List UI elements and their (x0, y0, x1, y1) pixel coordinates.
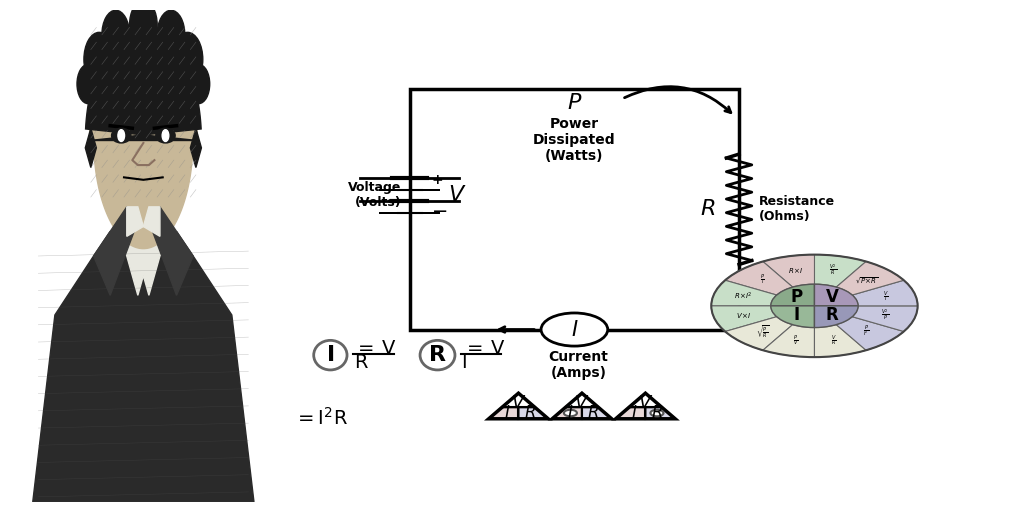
Text: R: R (826, 306, 839, 324)
Text: $\frac{P}{I^2}$: $\frac{P}{I^2}$ (863, 324, 869, 339)
Circle shape (187, 65, 210, 103)
Ellipse shape (313, 340, 347, 370)
Text: Current
(Amps): Current (Amps) (549, 350, 608, 380)
Text: $=\,\mathrm{V}$: $=\,\mathrm{V}$ (463, 338, 505, 357)
Circle shape (102, 10, 130, 59)
Wedge shape (837, 262, 904, 295)
Ellipse shape (156, 128, 175, 143)
Polygon shape (190, 128, 202, 167)
Polygon shape (629, 393, 662, 407)
Text: $\mathrm{R}$: $\mathrm{R}$ (354, 353, 369, 372)
Wedge shape (725, 262, 793, 295)
Circle shape (172, 32, 203, 87)
Text: V: V (826, 288, 839, 306)
Text: $\frac{P}{V}$: $\frac{P}{V}$ (793, 334, 799, 348)
Text: Power
Dissipated
(Watts): Power Dissipated (Watts) (534, 117, 615, 163)
Wedge shape (763, 325, 814, 357)
Text: $R\!\times\!I$: $R\!\times\!I$ (787, 266, 803, 275)
Text: $V\!\times\!I$: $V\!\times\!I$ (736, 311, 751, 320)
Wedge shape (725, 317, 793, 350)
Circle shape (129, 1, 158, 50)
Text: $P$: $P$ (566, 93, 582, 113)
Polygon shape (148, 207, 194, 295)
Text: $R$: $R$ (651, 404, 663, 422)
Polygon shape (552, 407, 582, 419)
Text: $I$: $I$ (631, 404, 637, 422)
Text: $\frac{V}{R}$: $\frac{V}{R}$ (830, 334, 837, 348)
Text: $\mathrm{I}$: $\mathrm{I}$ (462, 353, 467, 372)
Text: $R\!\times\!I^2$: $R\!\times\!I^2$ (734, 291, 753, 302)
Text: $\frac{P}{I}$: $\frac{P}{I}$ (760, 273, 765, 287)
Text: $\frac{V^2}{P}$: $\frac{V^2}{P}$ (882, 308, 890, 323)
Text: $V$: $V$ (447, 185, 466, 205)
Circle shape (650, 410, 664, 416)
Wedge shape (852, 280, 918, 306)
Text: P: P (791, 288, 803, 306)
Text: −: − (432, 202, 449, 221)
Polygon shape (85, 128, 96, 167)
Wedge shape (712, 280, 776, 306)
Polygon shape (121, 217, 166, 295)
Text: +: + (432, 173, 443, 187)
Text: $\sqrt{\frac{P}{R}}$: $\sqrt{\frac{P}{R}}$ (756, 323, 769, 340)
Text: $R$: $R$ (588, 404, 599, 422)
Polygon shape (565, 393, 598, 407)
Polygon shape (86, 25, 201, 140)
Wedge shape (814, 325, 866, 357)
Polygon shape (124, 207, 163, 237)
Wedge shape (814, 254, 866, 287)
Polygon shape (89, 32, 198, 249)
Polygon shape (143, 207, 160, 237)
Ellipse shape (420, 340, 455, 370)
Bar (410, 89, 739, 330)
Text: $\mathbf{I}$: $\mathbf{I}$ (327, 345, 335, 365)
Polygon shape (93, 207, 138, 295)
Wedge shape (763, 254, 814, 287)
Wedge shape (771, 284, 814, 306)
Text: $=\,\mathrm{I}\!\times\!\mathrm{R}$: $=\,\mathrm{I}\!\times\!\mathrm{R}$ (218, 346, 283, 365)
Wedge shape (852, 306, 918, 331)
Polygon shape (582, 407, 611, 419)
Circle shape (162, 130, 169, 141)
Text: $\mathbf{R}$: $\mathbf{R}$ (428, 345, 446, 365)
Text: $V$: $V$ (511, 394, 526, 412)
Text: Voltage
(Volts): Voltage (Volts) (348, 181, 401, 209)
Circle shape (84, 32, 115, 87)
Polygon shape (615, 407, 645, 419)
Polygon shape (127, 207, 143, 237)
Wedge shape (771, 306, 814, 328)
Ellipse shape (167, 340, 208, 370)
Polygon shape (518, 407, 548, 419)
Polygon shape (645, 407, 675, 419)
Circle shape (77, 65, 99, 103)
Polygon shape (33, 231, 254, 502)
Text: $I$: $I$ (570, 319, 579, 339)
Ellipse shape (112, 128, 131, 143)
Wedge shape (814, 306, 858, 328)
Text: $\sqrt{P\!\times\!R}$: $\sqrt{P\!\times\!R}$ (855, 275, 879, 285)
Circle shape (118, 130, 125, 141)
Text: $\frac{V^2}{R}$: $\frac{V^2}{R}$ (829, 263, 838, 278)
Text: Resistance
(Ohms): Resistance (Ohms) (759, 195, 835, 223)
Polygon shape (502, 393, 535, 407)
Text: $V$: $V$ (638, 394, 653, 412)
Wedge shape (814, 284, 858, 306)
Circle shape (541, 313, 607, 346)
Wedge shape (837, 317, 904, 350)
Text: $=\,\mathrm{V}$: $=\,\mathrm{V}$ (354, 338, 396, 357)
Text: $\frac{V}{I}$: $\frac{V}{I}$ (883, 289, 888, 304)
Text: $I$: $I$ (504, 404, 510, 422)
Text: $R$: $R$ (700, 199, 715, 219)
Text: $I$: $I$ (567, 404, 573, 422)
Polygon shape (488, 407, 518, 419)
Circle shape (564, 410, 577, 416)
Circle shape (158, 10, 185, 59)
Text: $V$: $V$ (574, 394, 590, 412)
Wedge shape (712, 306, 776, 331)
Text: I: I (794, 306, 800, 324)
Text: $R$: $R$ (524, 404, 536, 422)
Text: $\mathbf{V}$: $\mathbf{V}$ (178, 345, 197, 365)
Text: $\mathrm{P}\ =\ \mathrm{VI}\ =\ \dfrac{\mathrm{V}^2}{\mathrm{R}}\ \ =\mathrm{I}^: $\mathrm{P}\ =\ \mathrm{VI}\ =\ \dfrac{\… (152, 397, 348, 439)
